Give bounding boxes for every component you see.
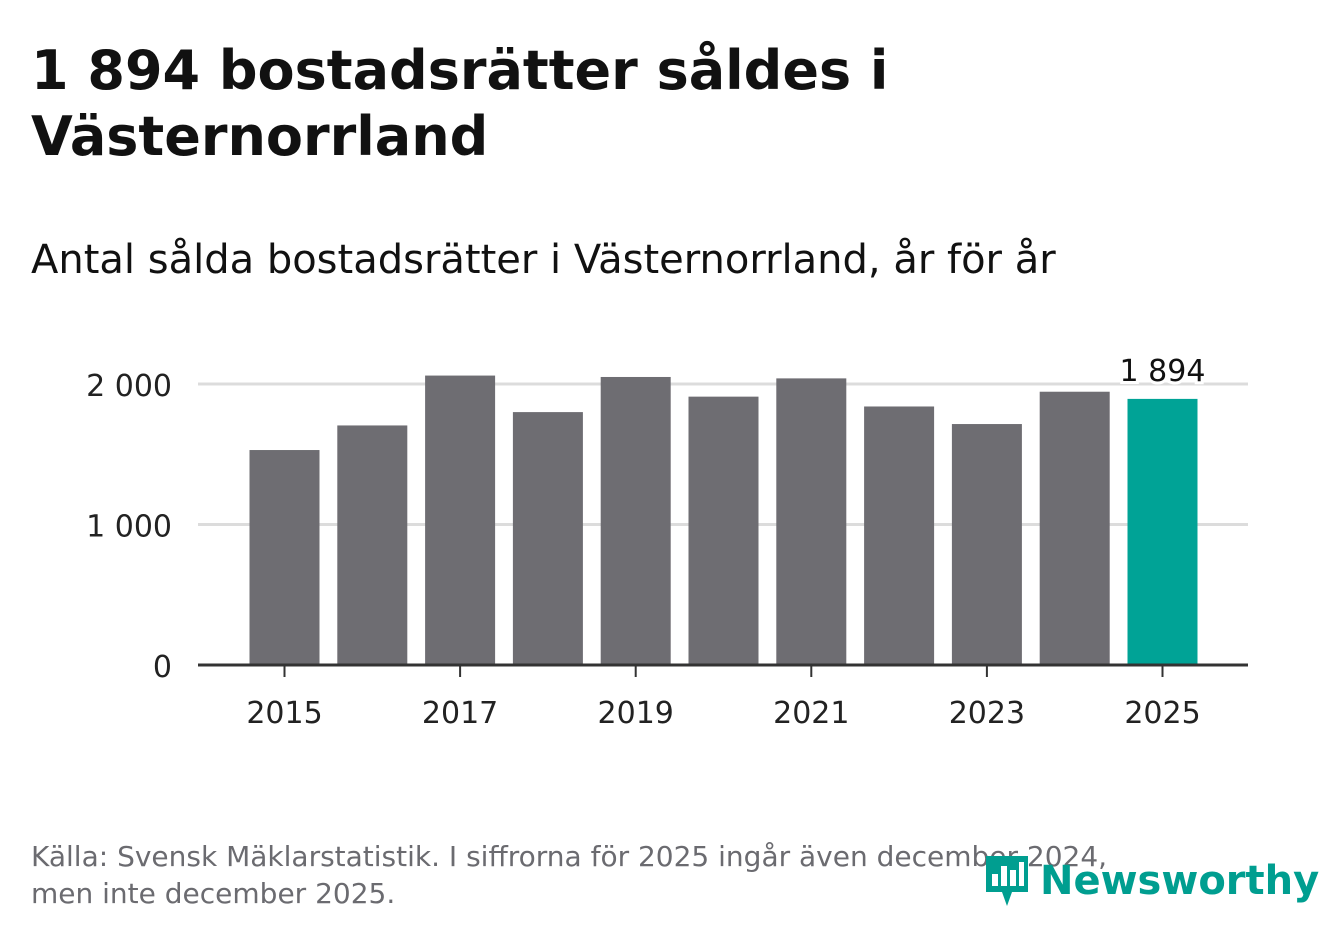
y-tick-label: 0 [153, 650, 172, 685]
newsworthy-logo: Newsworthy [982, 852, 1319, 910]
chart-footer: Källa: Svensk Mäklarstatistik. I siffror… [31, 838, 1261, 912]
source-note-line-1: Källa: Svensk Mäklarstatistik. I siffror… [31, 840, 1108, 873]
x-tick-label: 2019 [598, 696, 674, 731]
logo-wordmark: Newsworthy [1040, 858, 1320, 904]
x-tick-label: 2023 [949, 696, 1025, 731]
bar-chart: 0 1 000 2 000 2015 2017 2019 2021 2023 2025 1 894 [86, 351, 1248, 731]
bar-2016 [337, 425, 408, 665]
bar-2023 [951, 424, 1022, 665]
x-tick-label: 2015 [246, 696, 322, 731]
bar-2015 [249, 450, 320, 665]
y-tick-label: 1 000 [86, 510, 172, 545]
bar-2017 [425, 375, 496, 665]
bar-2021 [776, 378, 847, 665]
x-tick-label: 2021 [773, 696, 849, 731]
bar-2018 [512, 412, 583, 665]
bar-highlight-2025 [1127, 398, 1198, 665]
chart-title: 1 894 bostadsrätter såldes i Västernorrl… [31, 39, 889, 168]
bar-2022 [864, 406, 935, 665]
x-tick-label: 2017 [422, 696, 498, 731]
bar-2019 [600, 376, 671, 665]
newsworthy-logo-icon [986, 856, 1028, 906]
highlight-data-label: 1 894 [1120, 354, 1206, 389]
bar-2020 [688, 396, 759, 665]
x-tick-label: 2025 [1124, 696, 1200, 731]
y-tick-label: 2 000 [86, 369, 172, 404]
bar-2024 [1039, 391, 1110, 665]
source-note-line-2: men inte december 2025. [31, 877, 396, 910]
chart-subtitle: Antal sålda bostadsrätter i Västernorrla… [31, 237, 1056, 283]
